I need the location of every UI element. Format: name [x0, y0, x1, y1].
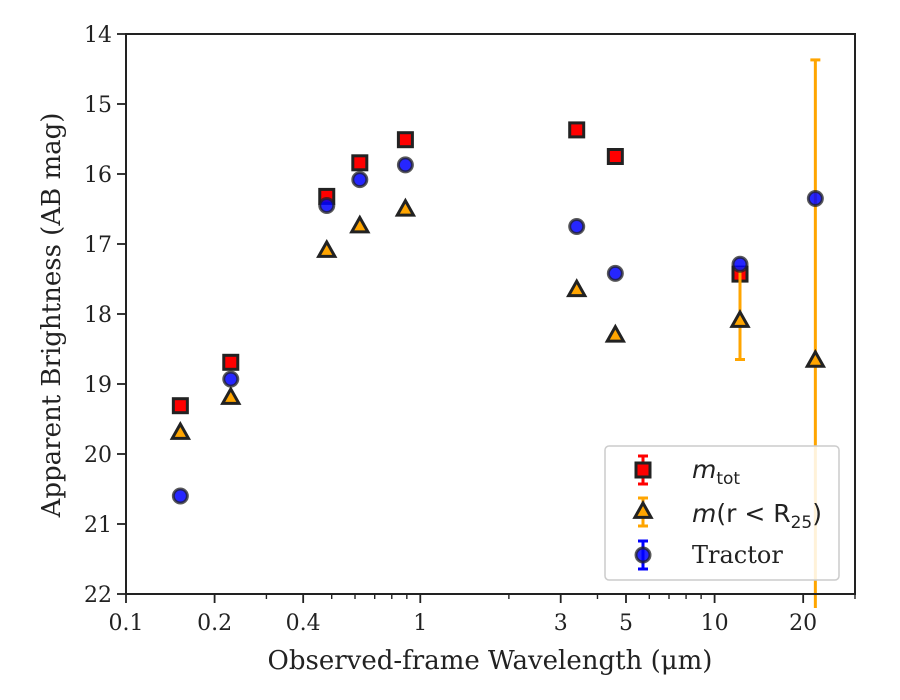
- y-tick-label: 18: [84, 303, 112, 328]
- legend-marker-square: [634, 461, 652, 479]
- point-circle: [171, 487, 189, 505]
- point-circle: [318, 197, 336, 214]
- point-circle: [731, 255, 749, 273]
- x-tick-label: 3: [554, 611, 568, 636]
- point-circle: [222, 370, 240, 388]
- x-tick-label: 0.2: [197, 611, 232, 636]
- point-circle: [568, 218, 586, 235]
- point-square: [171, 397, 189, 415]
- y-tick-label: 14: [84, 23, 112, 48]
- legend-box: [604, 445, 840, 581]
- point-square: [396, 131, 414, 149]
- axis-ticks: 0.1 0.2 0.4 1 3 5 10 20 14 15 16 17 18 19 20 21 22: [84, 23, 856, 636]
- y-tick-label: 22: [84, 583, 112, 608]
- point-triangle: [604, 323, 627, 343]
- point-triangle: [804, 348, 827, 368]
- x-tick-label: 0.4: [286, 611, 321, 636]
- legend: mtot m(r < R25) Tractor: [604, 445, 840, 581]
- series-circle: [171, 156, 824, 505]
- point-circle: [351, 171, 369, 189]
- point-circle: [606, 264, 624, 282]
- y-tick-label: 15: [84, 93, 112, 118]
- x-tick-label: 5: [619, 611, 633, 636]
- point-square: [351, 154, 369, 172]
- point-circle: [806, 190, 824, 207]
- point-circle: [396, 156, 414, 174]
- point-triangle: [220, 385, 242, 405]
- x-tick-label: 1: [413, 611, 427, 636]
- point-triangle: [566, 278, 588, 298]
- x-tick-label: 10: [701, 611, 729, 636]
- point-square: [222, 353, 240, 371]
- y-tick-label: 19: [84, 373, 112, 398]
- point-triangle: [729, 308, 751, 328]
- legend-markers: [632, 454, 654, 571]
- legend-label-tractor: Tractor: [692, 541, 783, 569]
- x-tick-label: 20: [789, 611, 817, 636]
- point-triangle: [394, 197, 417, 217]
- point-triangle: [169, 420, 192, 440]
- legend-marker-triangle: [632, 499, 654, 519]
- y-tick-label: 21: [84, 513, 112, 538]
- y-tick-label: 17: [84, 233, 112, 258]
- y-axis-label: Apparent Brightness (AB mag): [37, 113, 67, 519]
- x-tick-label: 0.1: [109, 611, 144, 636]
- legend-label-m-tot: mtot: [692, 455, 740, 489]
- data-marks: [169, 58, 827, 608]
- legend-label-m-r-r25: m(r < R25): [692, 499, 822, 533]
- series-square: [171, 121, 749, 415]
- point-square: [568, 121, 586, 139]
- legend-marker-circle: [634, 546, 652, 564]
- point-square: [606, 148, 624, 165]
- y-tick-label: 16: [84, 163, 112, 188]
- y-tick-label: 20: [84, 443, 112, 468]
- point-triangle: [316, 238, 338, 258]
- point-triangle: [349, 214, 371, 234]
- x-axis-label: Observed-frame Wavelength (μm): [268, 646, 713, 676]
